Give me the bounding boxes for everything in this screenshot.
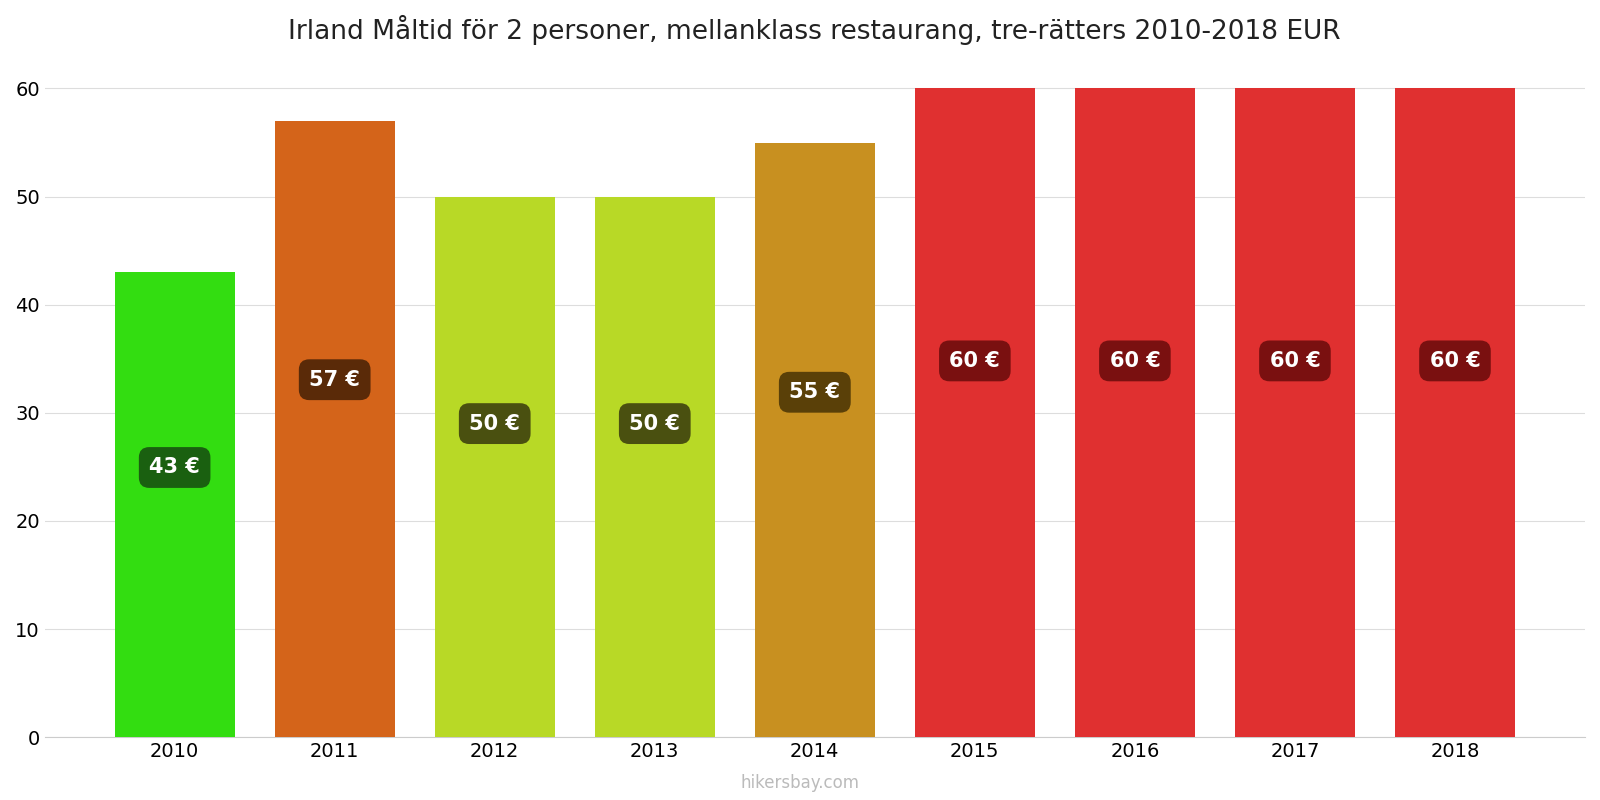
Title: Irland Måltid för 2 personer, mellanklass restaurang, tre-rätters 2010-2018 EUR: Irland Måltid för 2 personer, mellanklas…	[288, 15, 1341, 45]
Text: 60 €: 60 €	[1269, 351, 1320, 371]
Text: 50 €: 50 €	[469, 414, 520, 434]
Text: 57 €: 57 €	[309, 370, 360, 390]
Bar	[1235, 89, 1355, 737]
Bar	[1395, 89, 1515, 737]
Text: 50 €: 50 €	[629, 414, 680, 434]
Text: 60 €: 60 €	[1109, 351, 1160, 371]
Text: hikersbay.com: hikersbay.com	[741, 774, 859, 792]
Text: 55 €: 55 €	[789, 382, 840, 402]
Bar	[755, 142, 875, 737]
Text: 60 €: 60 €	[949, 351, 1000, 371]
Bar	[595, 197, 715, 737]
Text: 60 €: 60 €	[1429, 351, 1480, 371]
Bar	[115, 272, 235, 737]
Text: 43 €: 43 €	[149, 458, 200, 478]
Bar	[915, 89, 1035, 737]
Bar	[275, 121, 395, 737]
Bar	[435, 197, 555, 737]
Bar	[1075, 89, 1195, 737]
